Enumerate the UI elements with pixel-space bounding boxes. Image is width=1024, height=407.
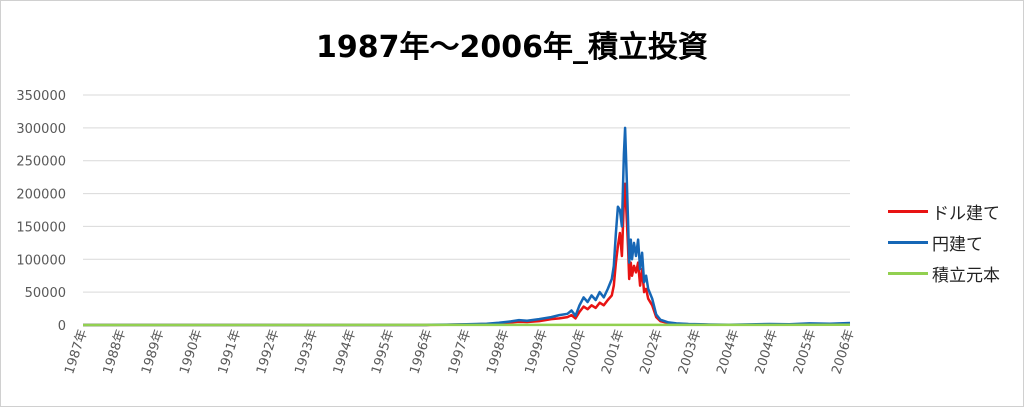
x-tick-label: 2001年	[599, 328, 628, 376]
x-tick-label: 1998年	[484, 328, 513, 376]
x-tick-label: 1991年	[216, 328, 245, 376]
x-tick-label: 2005年	[791, 328, 820, 376]
y-tick-label: 0	[58, 319, 66, 334]
legend-item: 積立元本	[888, 258, 1000, 289]
x-tick-label: 1992年	[254, 328, 283, 376]
x-tick-label: 2003年	[676, 328, 705, 376]
series-line-0	[83, 182, 851, 327]
legend-swatch	[888, 272, 928, 275]
chart-legend: ドル建て円建て積立元本	[888, 196, 1000, 289]
chart-title: 1987年～2006年_積立投資	[316, 30, 708, 65]
x-tick-label: 1995年	[369, 328, 398, 376]
legend-label: 積立元本	[932, 266, 1000, 286]
y-tick-label: 350000	[16, 89, 66, 104]
x-tick-label: 1994年	[331, 328, 360, 376]
x-tick-label: 2006年	[829, 328, 858, 376]
legend-label: 円建て	[932, 235, 983, 255]
x-tick-label: 1996年	[407, 328, 436, 376]
y-tick-label: 50000	[25, 286, 66, 301]
y-tick-label: 200000	[16, 188, 66, 203]
series-line-1	[83, 126, 851, 327]
y-tick-label: 100000	[16, 253, 66, 268]
x-tick-label: 2002年	[638, 328, 667, 376]
x-tick-label: 1997年	[446, 328, 475, 376]
x-tick-label: 2004年	[714, 328, 743, 376]
legend-swatch	[888, 210, 928, 213]
y-tick-label: 300000	[16, 122, 66, 137]
y-tick-label: 150000	[16, 220, 66, 235]
x-tick-label: 1990年	[177, 328, 206, 376]
legend-swatch	[888, 241, 928, 244]
legend-item: 円建て	[888, 227, 1000, 258]
x-tick-label: 1987年	[62, 328, 91, 376]
x-tick-label: 1999年	[522, 328, 551, 376]
x-tick-label: 2004年	[753, 328, 782, 376]
legend-item: ドル建て	[888, 196, 1000, 227]
legend-label: ドル建て	[932, 204, 1000, 224]
x-tick-label: 1993年	[292, 328, 321, 376]
x-tick-label: 2000年	[561, 328, 590, 376]
x-tick-label: 1988年	[101, 328, 130, 376]
y-tick-label: 250000	[16, 155, 66, 170]
x-tick-label: 1989年	[139, 328, 168, 376]
